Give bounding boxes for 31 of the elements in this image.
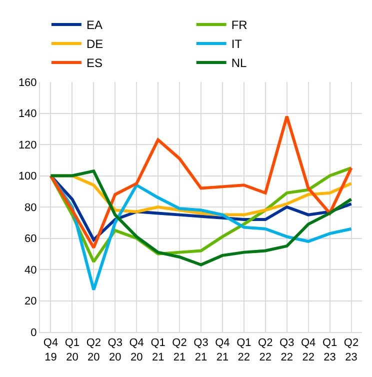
x-tick-label: Q4 19 [43,337,58,364]
y-tick-label: 0 [30,326,37,339]
legend-label: NL [231,56,248,70]
x-tick-label: Q3 21 [194,337,208,364]
line-series [49,114,353,250]
x-tick-label: Q4 21 [215,337,230,364]
y-tick-label: 60 [24,233,37,246]
x-tick-label: Q1 22 [236,337,252,364]
legend-label: ES [86,56,102,70]
x-tick-label: Q4 22 [300,337,316,364]
y-tick-label: 120 [18,139,37,152]
legend-label: IT [231,37,243,52]
x-tick-label: Q2 23 [344,337,359,364]
x-tick-label: Q2 20 [86,337,102,364]
y-tick-label: 20 [24,296,37,308]
x-tick-label: Q3 20 [108,337,122,364]
x-tick-label: Q2 22 [258,337,273,364]
y-tick-label: 100 [18,170,37,183]
legend-label: FR [231,18,248,32]
y-tick-label: 80 [24,202,37,214]
y-tick-label: 40 [24,264,37,276]
y-tick-label: 140 [18,108,37,120]
x-tick-label: Q1 23 [322,337,338,364]
x-tick-label: Q3 22 [280,337,294,364]
x-tick-label: Q4 20 [129,337,144,364]
x-tick-label: Q1 21 [150,337,166,364]
x-tick-label: Q2 21 [172,337,187,364]
legend-label: DE [86,37,104,52]
x-tick-label: Q1 20 [64,337,80,364]
legend-label: EA [86,18,102,32]
y-tick-label: 160 [18,76,37,89]
